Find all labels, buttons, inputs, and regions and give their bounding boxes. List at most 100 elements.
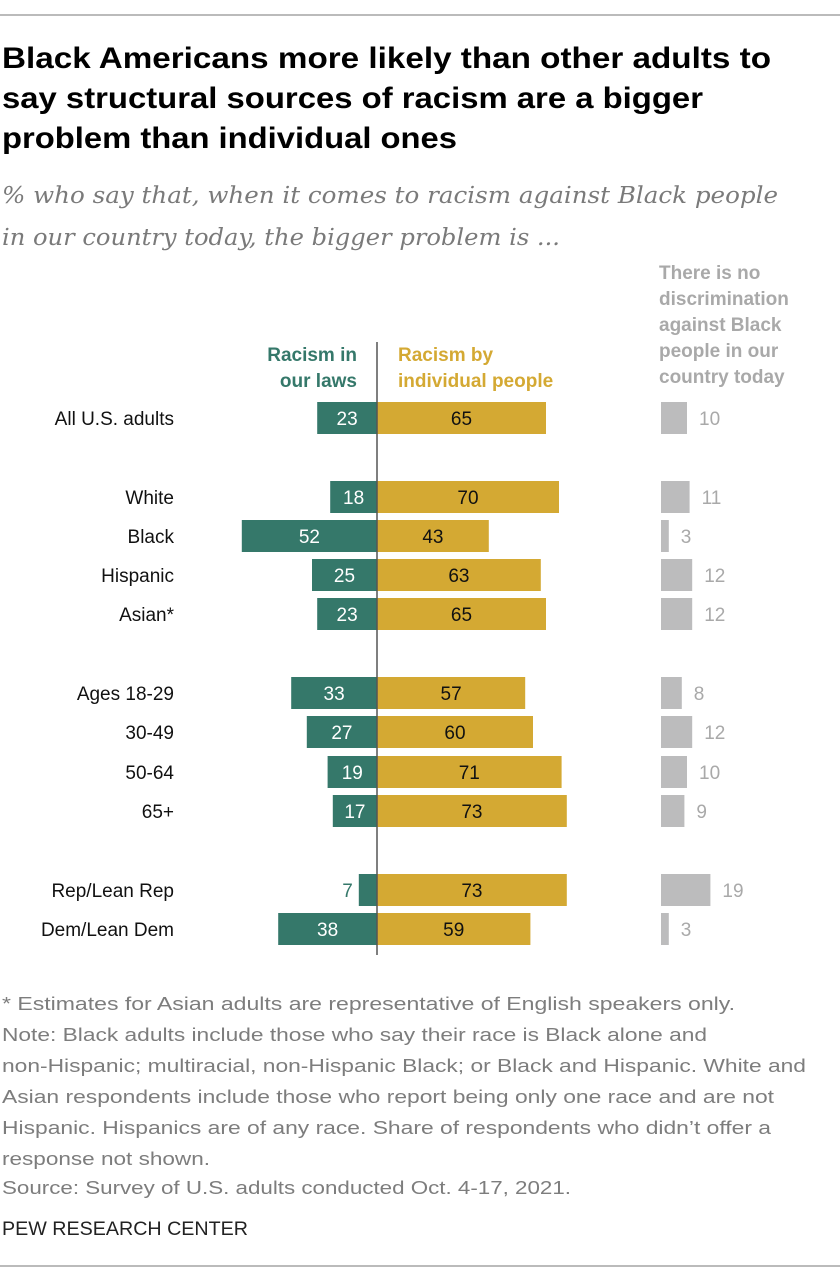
bar-no-discrimination xyxy=(661,598,693,630)
bar-row: Rep/Lean Rep 7 73 19 xyxy=(51,874,744,906)
value-label-laws: 23 xyxy=(337,605,358,626)
value-label-no-discrimination: 8 xyxy=(694,684,705,705)
source-line: Source: Survey of U.S. adults conducted … xyxy=(2,1178,571,1198)
value-label-laws: 19 xyxy=(342,763,363,784)
bar-laws xyxy=(278,913,377,945)
value-label-individual: 65 xyxy=(451,409,472,430)
brand-logo-text: PEW RESEARCH CENTER xyxy=(2,1219,248,1240)
bar-individual xyxy=(377,402,546,434)
bar-laws xyxy=(312,559,377,591)
value-label-individual: 43 xyxy=(422,527,443,548)
bar-row: Ages 18-29 33 57 8 xyxy=(77,677,705,709)
bar-no-discrimination xyxy=(661,559,693,591)
value-label-no-discrimination: 11 xyxy=(702,488,722,509)
category-label: Rep/Lean Rep xyxy=(51,881,174,902)
bar-row: 50-64 19 71 10 xyxy=(125,756,720,788)
category-label: Ages 18-29 xyxy=(77,684,174,705)
bar-rows: All U.S. adults 23 65 10 White 18 70 11 Black 52 4… xyxy=(41,402,744,945)
value-label-laws: 33 xyxy=(324,684,345,705)
bar-individual xyxy=(377,716,533,748)
bar-laws xyxy=(306,716,377,748)
bar-individual xyxy=(377,559,541,591)
value-label-laws: 25 xyxy=(334,566,355,587)
footnote-line-2: Note: Black adults include those who say… xyxy=(2,1025,707,1045)
bar-row: Asian* 23 65 12 xyxy=(119,598,725,630)
bar-row: Black 52 43 3 xyxy=(128,520,692,552)
value-label-laws: 38 xyxy=(317,920,338,941)
category-label: Hispanic xyxy=(101,566,174,587)
value-label-laws: 17 xyxy=(344,802,365,823)
bar-no-discrimination xyxy=(661,716,693,748)
header-no-discrimination-line: against Black xyxy=(659,315,782,336)
value-label-no-discrimination: 19 xyxy=(722,881,743,902)
value-label-no-discrimination: 3 xyxy=(681,920,692,941)
footnote-line-5: Hispanic. Hispanics are of any race. Sha… xyxy=(2,1118,772,1138)
value-label-laws: 18 xyxy=(343,488,364,509)
bar-individual xyxy=(377,756,562,788)
category-label: Asian* xyxy=(119,605,175,626)
category-label: 30-49 xyxy=(125,723,174,744)
value-label-no-discrimination: 3 xyxy=(681,527,692,548)
bar-row: Hispanic 25 63 12 xyxy=(101,559,725,591)
subtitle-line-2: in our country today, the bigger problem… xyxy=(2,225,560,251)
value-label-individual: 65 xyxy=(451,605,472,626)
series-headers: Racism in our laws Racism by individual peo… xyxy=(267,263,789,392)
value-label-no-discrimination: 10 xyxy=(699,409,720,430)
category-label: All U.S. adults xyxy=(55,409,174,430)
value-label-individual: 57 xyxy=(441,684,462,705)
footnote-line-6: response not shown. xyxy=(2,1149,210,1169)
value-label-no-discrimination: 12 xyxy=(704,723,725,744)
bar-individual xyxy=(377,520,489,552)
category-label: 65+ xyxy=(142,802,174,823)
subtitle-line-1: % who say that, when it comes to racism … xyxy=(2,183,778,209)
value-label-no-discrimination: 10 xyxy=(699,763,720,784)
value-label-individual: 70 xyxy=(457,488,478,509)
bar-laws xyxy=(317,598,377,630)
value-label-individual: 73 xyxy=(461,881,482,902)
value-label-no-discrimination: 12 xyxy=(704,605,725,626)
value-label-no-discrimination: 9 xyxy=(696,802,707,823)
footnote-line-4: Asian respondents include those who repo… xyxy=(2,1087,774,1107)
header-no-discrimination-line: people in our xyxy=(659,341,779,362)
bar-individual xyxy=(377,795,567,827)
value-label-laws: 7 xyxy=(342,881,353,902)
footnote-line-3: non-Hispanic; multiracial, non-Hispanic … xyxy=(2,1056,806,1076)
value-label-individual: 71 xyxy=(459,763,480,784)
bar-no-discrimination xyxy=(661,874,711,906)
bar-individual xyxy=(377,874,567,906)
bar-laws xyxy=(358,874,377,906)
bar-laws xyxy=(327,756,377,788)
bar-individual xyxy=(377,677,526,709)
category-label: Black xyxy=(128,527,175,548)
value-label-individual: 60 xyxy=(444,723,465,744)
bar-no-discrimination xyxy=(661,481,690,513)
header-no-discrimination-line: There is no xyxy=(659,263,760,284)
bar-laws xyxy=(317,402,377,434)
category-label: White xyxy=(125,488,174,509)
bar-no-discrimination xyxy=(661,913,669,945)
value-label-no-discrimination: 12 xyxy=(704,566,725,587)
header-laws-line: our laws xyxy=(280,371,357,392)
bar-no-discrimination xyxy=(661,402,687,434)
category-label: Dem/Lean Dem xyxy=(41,920,174,941)
value-label-individual: 63 xyxy=(448,566,469,587)
bar-no-discrimination xyxy=(661,756,687,788)
header-individual-line: Racism by xyxy=(398,345,493,366)
bar-no-discrimination xyxy=(661,677,682,709)
header-no-discrimination-line: country today xyxy=(659,367,785,388)
bar-individual xyxy=(377,913,531,945)
header-no-discrimination-line: discrimination xyxy=(659,289,789,310)
bar-row: All U.S. adults 23 65 10 xyxy=(55,402,720,434)
bar-laws xyxy=(332,795,377,827)
category-label: 50-64 xyxy=(125,763,174,784)
chart-title-line-3: problem than individual ones xyxy=(2,122,457,155)
bar-row: 65+ 17 73 9 xyxy=(142,795,707,827)
bar-no-discrimination xyxy=(661,795,685,827)
value-label-laws: 27 xyxy=(331,723,352,744)
bar-row: 30-49 27 60 12 xyxy=(125,716,725,748)
footnote-line-1: * Estimates for Asian adults are represe… xyxy=(2,994,735,1014)
bar-laws xyxy=(241,520,377,552)
value-label-individual: 59 xyxy=(443,920,464,941)
bar-individual xyxy=(377,598,546,630)
